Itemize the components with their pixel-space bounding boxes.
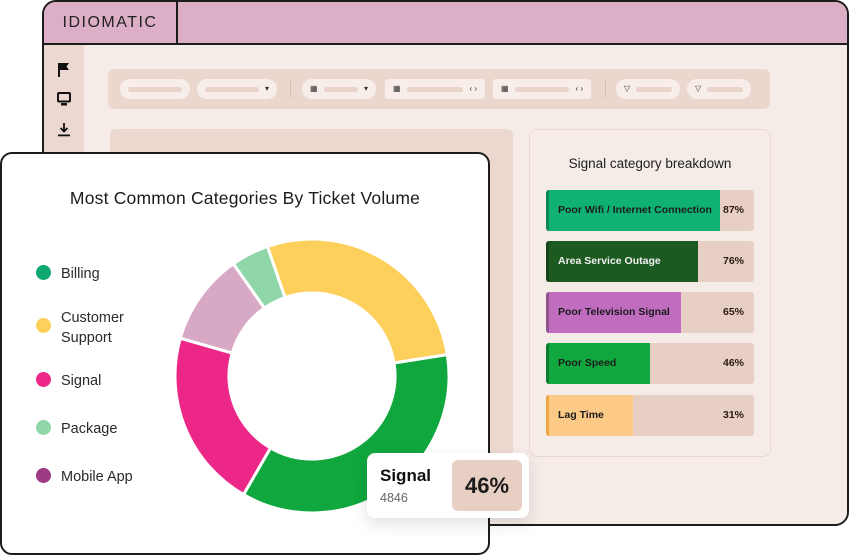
legend-item-billing[interactable]: Billing (36, 264, 141, 284)
legend-dot (36, 420, 51, 435)
panel-title: Signal category breakdown (568, 156, 732, 171)
bar-value: 65% (722, 306, 744, 318)
filter-icon: ▽ (624, 84, 631, 93)
date-range-1[interactable]: ▦ ‹ › (385, 79, 485, 99)
filter-input-1[interactable] (120, 79, 190, 99)
legend-label: Package (61, 421, 118, 437)
legend-item-customer-support[interactable]: Customer Support (36, 308, 141, 348)
flag-icon[interactable] (56, 61, 72, 77)
legend-dot (36, 372, 51, 387)
breakdown-bar[interactable]: Poor Speed 46% (546, 343, 754, 384)
donut-segment-customer-support[interactable] (265, 237, 450, 365)
breakdown-bar[interactable]: Poor Television Signal 65% (546, 292, 754, 333)
calendar-icon: ▦ (393, 84, 401, 93)
download-icon[interactable] (56, 121, 72, 137)
bar-value: 46% (722, 357, 744, 369)
breakdown-bar[interactable]: Area Service Outage 76% (546, 241, 754, 282)
legend-item-mobile-app[interactable]: Mobile App (36, 467, 141, 487)
calendar-icon: ▦ (310, 84, 318, 93)
breakdown-bar[interactable]: Lag Time 31% (546, 395, 754, 436)
legend-label: Mobile App (61, 469, 133, 485)
signal-breakdown-panel: Signal category breakdown Poor Wifi / In… (529, 129, 771, 457)
donut-segment-package[interactable] (231, 244, 287, 311)
filter-chip-1[interactable]: ▽ (616, 79, 680, 99)
chevron-down-icon: ▾ (264, 84, 269, 93)
card-title: Most Common Categories By Ticket Volume (69, 188, 421, 208)
bar-label: Poor Speed (558, 357, 617, 369)
filter-icon: ▽ (695, 84, 702, 93)
chevron-down-icon: ▾ (363, 84, 368, 93)
legend-dot (36, 318, 51, 333)
legend-label: Customer Support (61, 310, 124, 346)
filter-chip-2[interactable]: ▽ (687, 79, 751, 99)
chart-tooltip: Signal 4846 46% (367, 453, 529, 518)
breakdown-bar[interactable]: Poor Wifi / Internet Connection 87% (546, 190, 754, 231)
calendar-icon: ▦ (501, 84, 509, 93)
monitor-icon[interactable] (56, 91, 72, 107)
tooltip-category: Signal (380, 466, 432, 485)
bar-value: 87% (722, 204, 744, 216)
divider (605, 80, 606, 98)
date-range-2[interactable]: ▦ ‹ › (493, 79, 591, 99)
legend-item-package[interactable]: Package (36, 419, 141, 439)
bar-value: 76% (722, 255, 744, 267)
bar-label: Lag Time (558, 409, 604, 421)
tooltip-percent: 46% (452, 460, 522, 511)
date-dropdown[interactable]: ▦ ▾ (302, 79, 376, 99)
bar-label: Area Service Outage (558, 255, 661, 267)
bar-label: Poor Television Signal (558, 306, 670, 318)
legend-dot (36, 468, 51, 483)
legend-item-signal[interactable]: Signal (36, 371, 141, 391)
bar-label: Poor Wifi / Internet Connection (558, 204, 712, 216)
divider (290, 80, 291, 98)
title-bar: IDIOMATIC (44, 2, 847, 45)
tooltip-count: 4846 (380, 491, 408, 505)
legend-dot (36, 265, 51, 280)
donut-segment-signal[interactable] (173, 336, 273, 497)
filter-dropdown-1[interactable]: ▾ (197, 79, 277, 99)
legend-label: Signal (61, 373, 102, 389)
code-arrows-icon: ‹ › (469, 84, 477, 93)
bar-value: 31% (722, 409, 744, 421)
legend-label: Billing (61, 266, 100, 282)
code-arrows-icon: ‹ › (575, 84, 583, 93)
brand-logo[interactable]: IDIOMATIC (44, 2, 178, 43)
filter-bar: ▾ ▦ ▾ ▦ ‹ › ▦ ‹ › ▽ ▽ (108, 69, 770, 109)
